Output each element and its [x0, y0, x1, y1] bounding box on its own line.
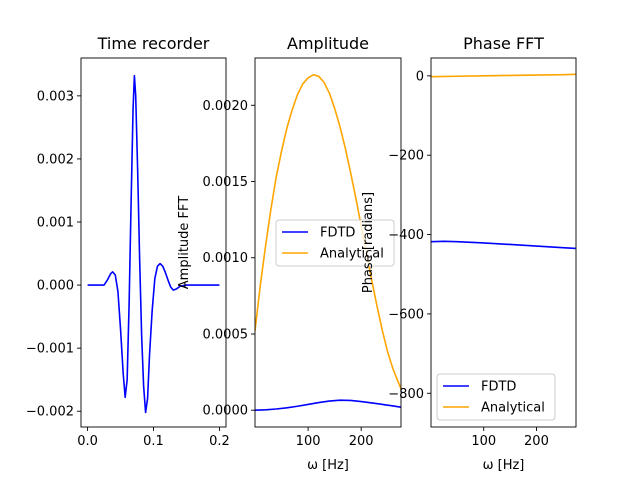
y-tick-label: 0.0015: [203, 175, 249, 190]
x-tick-label: 100: [471, 434, 496, 449]
chart-title: Time recorder: [97, 34, 210, 53]
series-line-fdtd: [255, 399, 401, 412]
y-axis-label: Phase [radians]: [361, 192, 376, 293]
series-line-fdtd: [431, 240, 576, 250]
chart-1: 0.0 0.1 0.2 −0.002 −0.001 0.000 0.001 0.002 0.00…: [26, 34, 230, 449]
y-tick-label: −400: [388, 228, 424, 243]
legend-label-analytical: Analytical: [320, 247, 384, 262]
y-tick-label: 0.0020: [203, 99, 249, 114]
series-line-analytical: [255, 73, 401, 390]
legend-label-analytical: Analytical: [481, 401, 545, 416]
y-tick-label: 0.0005: [203, 327, 249, 342]
y-tick-label: −0.001: [26, 342, 74, 357]
chart-2: 100 200 0.0000 0.0005 0.0010 0.0015 0.0020 Ampl…: [177, 34, 402, 473]
legend-label-fdtd: FDTD: [481, 380, 516, 395]
y-tick-label: −200: [388, 149, 424, 164]
chart-title: Phase FFT: [463, 34, 544, 53]
y-tick-label: −0.002: [26, 405, 74, 420]
axes-frame: [254, 57, 402, 428]
chart-title: Amplitude: [287, 34, 369, 53]
y-tick-label: 0.0010: [203, 251, 249, 266]
x-tick-label: 200: [524, 434, 549, 449]
x-tick-label: 200: [349, 434, 374, 449]
legend: FDTD Analytical: [275, 219, 395, 267]
y-tick-label: 0.0000: [203, 404, 249, 419]
y-axis-label: Amplitude FFT: [177, 196, 192, 289]
y-tick-label: 0: [416, 69, 424, 84]
x-tick-label: 0.1: [143, 434, 164, 449]
y-tick-label: 0.001: [37, 216, 74, 231]
x-tick-label: 100: [296, 434, 321, 449]
series-line-signal: [87, 74, 220, 414]
series-line-analytical: [431, 73, 576, 78]
y-tick-label: −600: [388, 307, 424, 322]
y-tick-label: −800: [388, 387, 424, 402]
x-axis-label: ω [Hz]: [307, 458, 349, 473]
x-tick-label: 0.0: [77, 434, 98, 449]
legend-label-fdtd: FDTD: [320, 226, 355, 241]
y-tick-label: 0.003: [37, 89, 74, 104]
chart-3: 100 200 0 −200 −400 −600 −800 Phase FFT ω [Hz] Ph…: [361, 34, 577, 473]
y-tick-label: 0.000: [37, 279, 74, 294]
legend: FDTD Analytical: [436, 373, 556, 421]
x-tick-label: 0.2: [209, 434, 230, 449]
x-axis-label: ω [Hz]: [483, 458, 525, 473]
y-tick-label: 0.002: [37, 152, 74, 167]
axes-frame: [430, 57, 577, 428]
